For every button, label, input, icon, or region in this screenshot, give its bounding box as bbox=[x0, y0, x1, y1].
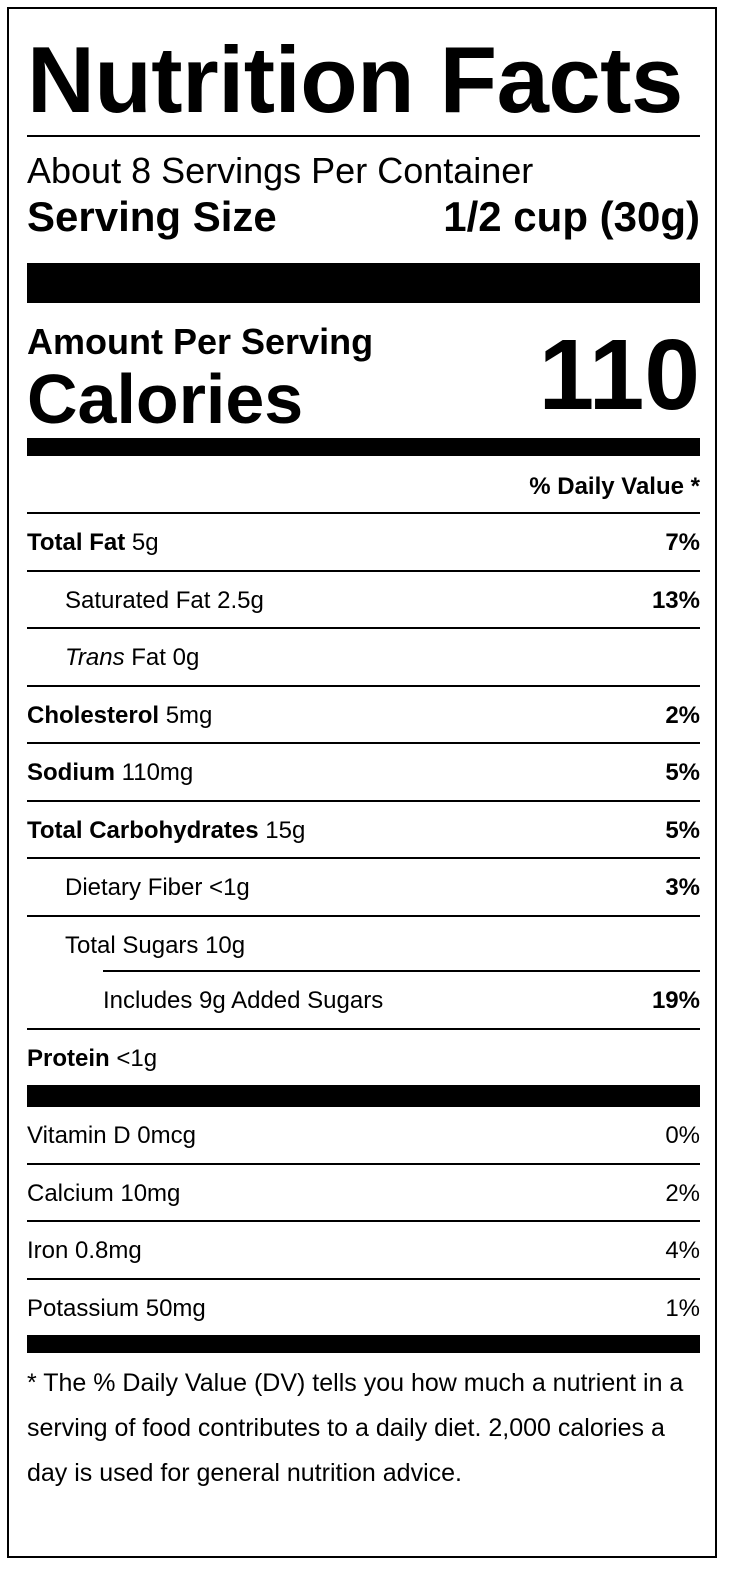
nutrient-amount: 2.5g bbox=[217, 586, 264, 614]
label-title: Nutrition Facts bbox=[27, 27, 683, 132]
nutrient-row-sodium: Sodium 110mg 5% bbox=[27, 744, 700, 802]
vitamin-name: Iron bbox=[27, 1237, 69, 1264]
vitamin-name: Calcium bbox=[27, 1179, 114, 1207]
vitamin-amount: 0mcg bbox=[137, 1122, 196, 1149]
calories-section: Amount Per Serving Calories 110 bbox=[27, 303, 700, 438]
nutrient-dv: 7% bbox=[665, 529, 700, 556]
nutrient-name: Protein bbox=[27, 1044, 110, 1072]
nutrient-row-added-sugars: Includes 9g Added Sugars 19% bbox=[27, 972, 700, 1030]
nutrient-row-dietary-fiber: Dietary Fiber <1g 3% bbox=[27, 859, 700, 917]
vitamin-row-calcium: Calcium 10mg 2% bbox=[27, 1165, 700, 1222]
vitamin-name: Vitamin D bbox=[27, 1122, 131, 1149]
nutrient-dv: 19% bbox=[651, 987, 700, 1014]
amount-per-serving: Amount Per Serving bbox=[27, 321, 374, 362]
nutrient-name: Saturated Fat bbox=[65, 586, 211, 614]
vitamin-dv: 2% bbox=[665, 1179, 700, 1207]
vitamin-amount: 50mg bbox=[145, 1294, 206, 1322]
nutrient-name: Includes 9g Added Sugars bbox=[103, 987, 384, 1014]
nutrient-amount: 110mg bbox=[121, 759, 194, 786]
footnote: * The % Daily Value (DV) tells you how m… bbox=[27, 1369, 684, 1487]
nutrient-amount: 5g bbox=[131, 529, 159, 556]
nutrient-row-saturated-fat: Saturated Fat 2.5g 13% bbox=[27, 572, 700, 629]
nutrient-row-cholesterol: Cholesterol 5mg 2% bbox=[27, 687, 700, 744]
vitamin-amount: 10mg bbox=[120, 1179, 181, 1207]
nutrient-dv: 2% bbox=[665, 701, 700, 729]
nutrient-name: Total Sugars bbox=[65, 931, 199, 959]
nutrient-name: Cholesterol bbox=[27, 701, 160, 729]
nutrient-name: Total Fat bbox=[27, 529, 126, 556]
nutrient-row-trans-fat: Trans Fat 0g bbox=[27, 629, 700, 687]
serving-size: Serving Size 1/2 cup (30g) bbox=[27, 191, 700, 243]
nutrient-row-total-carbohydrates: Total Carbohydrates 15g 5% bbox=[27, 802, 700, 859]
nutrient-name: Total Carbohydrates bbox=[27, 816, 259, 844]
calories-value: 110 bbox=[538, 319, 700, 431]
calories-label: Calories bbox=[27, 360, 304, 438]
divider bbox=[27, 135, 700, 137]
nutrient-name: Dietary Fiber bbox=[65, 874, 203, 901]
nutrient-row-total-sugars: Total Sugars 10g bbox=[27, 917, 700, 973]
serving-size-label: Serving Size bbox=[27, 193, 277, 240]
nutrient-row-protein: Protein <1g bbox=[27, 1030, 700, 1086]
vitamin-dv: 1% bbox=[665, 1294, 700, 1322]
nutrient-amount: <1g bbox=[116, 1044, 158, 1072]
serving-size-value: 1/2 cup (30g) bbox=[443, 193, 700, 240]
thick-divider bbox=[27, 263, 700, 303]
vitamin-row-potassium: Potassium 50mg 1% bbox=[27, 1280, 700, 1336]
nutrient-row-total-fat: Total Fat 5g 7% bbox=[27, 514, 700, 572]
vitamin-row-iron: Iron 0.8mg 4% bbox=[27, 1222, 700, 1280]
nutrient-amount: 5mg bbox=[165, 701, 213, 729]
nutrient-dv: 5% bbox=[665, 759, 700, 786]
vitamin-name: Potassium bbox=[27, 1294, 140, 1322]
vitamin-dv: 4% bbox=[665, 1237, 700, 1264]
nutrient-dv: 5% bbox=[665, 816, 700, 844]
nutrient-name: Trans bbox=[65, 644, 125, 671]
medium-divider bbox=[27, 438, 700, 456]
nutrient-amount: 0g bbox=[172, 644, 200, 671]
nutrient-amount: 10g bbox=[205, 931, 246, 959]
nutrient-amount: 15g bbox=[265, 816, 306, 844]
nutrition-facts-label: Nutrition Facts About 8 Servings Per Con… bbox=[7, 7, 717, 1558]
nutrient-name-rest: Fat bbox=[131, 644, 166, 671]
servings-per-container: About 8 Servings Per Container bbox=[27, 150, 534, 191]
thick-divider bbox=[27, 1085, 700, 1107]
vitamin-amount: 0.8mg bbox=[75, 1237, 142, 1264]
vitamin-row-vitamin-d: Vitamin D 0mcg 0% bbox=[27, 1107, 700, 1165]
daily-value-header: % Daily Value * bbox=[27, 456, 700, 514]
nutrient-name: Sodium bbox=[27, 759, 115, 786]
nutrient-dv: 13% bbox=[651, 586, 700, 614]
vitamin-dv: 0% bbox=[665, 1122, 700, 1149]
thick-divider bbox=[27, 1335, 700, 1353]
nutrient-amount: <1g bbox=[209, 874, 250, 901]
nutrient-dv: 3% bbox=[665, 874, 700, 901]
